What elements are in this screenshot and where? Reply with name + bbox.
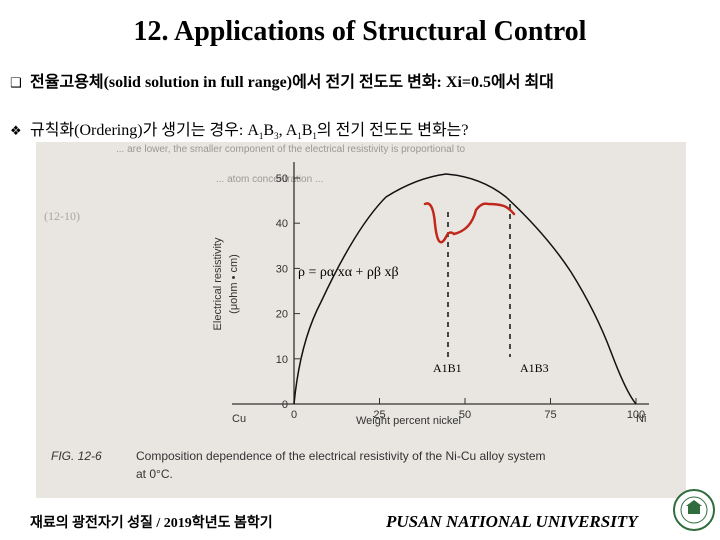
x-tick-label: 100: [627, 409, 645, 421]
resistivity-figure: ... are lower, the smaller component of …: [36, 142, 686, 498]
caption-head: FIG. 12-6: [51, 449, 102, 463]
y-tick-label: 30: [276, 263, 288, 275]
resistivity-curve: [293, 173, 637, 405]
bullet-1-text: 전율고용체(solid solution in full range)에서 전기…: [30, 74, 554, 91]
x-axis-label: Weight percent nickel: [356, 415, 461, 427]
bullet-2-sub: 1: [258, 131, 264, 142]
a1b3-label: A1B3: [520, 361, 549, 375]
bullet-2-part: B: [301, 122, 313, 139]
bg-text-1: ... are lower, the smaller component of …: [116, 144, 465, 155]
eq-number: (12-10): [44, 209, 80, 223]
diamond-bullet-icon: ❖: [10, 124, 22, 139]
x-tick-label: 75: [544, 409, 556, 421]
caption-line-2: at 0°C.: [136, 467, 173, 481]
x-tick-label: 50: [459, 409, 471, 421]
bullet-2-part: B: [263, 122, 275, 139]
y-tick-label: 0: [282, 399, 288, 411]
y-tick-label: 10: [276, 354, 288, 366]
bullet-2-sub: 1: [297, 131, 302, 142]
bullet-ordering: ❖ 규칙화(Ordering)가 생기는 경우: A1B3, A1B1의 전기 전…: [10, 116, 469, 141]
x-ticks: 0 25 50 75 100: [291, 398, 645, 421]
ordering-curve: [423, 202, 516, 244]
ylabel-line-1: Electrical resistivity: [212, 237, 224, 330]
x-tick-label: 25: [373, 409, 385, 421]
a1b1-label: A1B1: [433, 361, 462, 375]
y-tick-label: 50: [276, 173, 288, 185]
y-ticks: 0 10 20 30 40 50: [276, 173, 300, 411]
caption-line-1: Composition dependence of the electrical…: [136, 449, 546, 463]
y-tick-label: 20: [276, 309, 288, 321]
bullet-2-prefix: 규칙화(Ordering)가 생기는 경우: A: [30, 122, 259, 139]
bullet-2-sub: 3: [274, 131, 279, 142]
footer-course: 재료의 광전자기 성질 / 2019학년도 봄학기: [30, 516, 273, 531]
bullet-2-sub: 1: [312, 131, 317, 142]
mixing-equation: ρ = ρα xα + ρβ xβ: [298, 265, 399, 280]
university-seal-icon: [673, 489, 715, 531]
bullet-2-suffix: 의 전기 전도도 변화는?: [316, 122, 469, 139]
x-tick-label: 0: [291, 409, 297, 421]
y-tick-label: 40: [276, 218, 288, 230]
x-right-label: Ni: [636, 413, 646, 425]
ylabel-line-2: (μohm • cm): [228, 254, 240, 314]
bullet-solid-solution: ❑ 전율고용체(solid solution in full range)에서 전…: [10, 68, 554, 92]
bg-text-2: ... atom concentration ...: [216, 174, 323, 185]
square-bullet-icon: ❑: [10, 76, 22, 91]
scan-background: [36, 142, 686, 498]
x-left-label: Cu: [232, 413, 246, 425]
slide-title: 12. Applications of Structural Control: [133, 16, 587, 47]
bullet-2-part: , A: [278, 122, 298, 139]
footer-university: PUSAN NATIONAL UNIVERSITY: [386, 512, 638, 531]
y-axis-label: Electrical resistivity (μohm • cm): [212, 237, 240, 330]
